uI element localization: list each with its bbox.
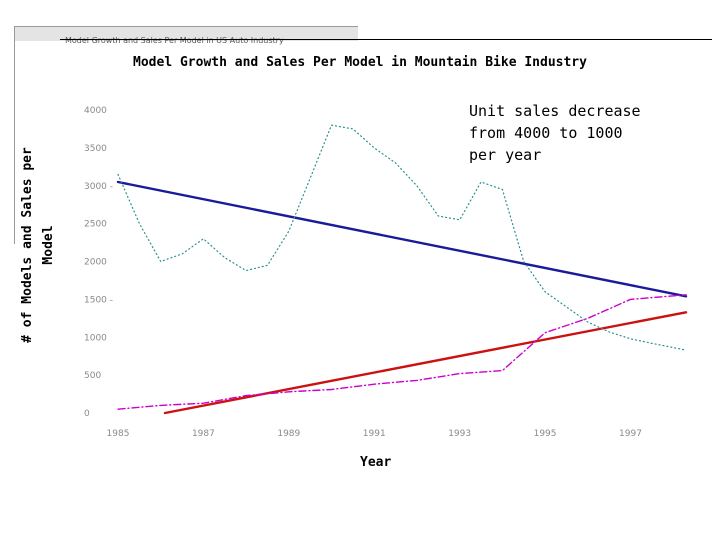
background-titlebar (15, 27, 358, 41)
annotation-line-3: per year (469, 146, 542, 164)
chart-title: Model Growth and Sales Per Model in Moun… (133, 55, 587, 70)
chart-top-rule (60, 39, 712, 40)
annotation-line-1: Unit sales decrease (469, 102, 641, 120)
y-tick-label: 2000 (84, 258, 107, 268)
background-chart-title: Model Growth and Sales Per Model in US A… (65, 36, 284, 45)
series-line-1 (116, 180, 688, 298)
series-line-4 (117, 294, 687, 410)
background-screenshot: Model Growth and Sales Per Model in US A… (14, 26, 358, 244)
x-tick-label: 1993 (448, 429, 471, 439)
series-line-3 (117, 124, 687, 351)
x-tick-label: 1987 (192, 429, 215, 439)
x-tick-label: 1989 (277, 429, 300, 439)
y-tick-label: 2500 (84, 220, 107, 230)
annotation: Unit sales decrease from 4000 to 1000 pe… (469, 100, 641, 166)
y-tick-label: 500 (84, 371, 101, 381)
y-tick-label: 3500 (84, 144, 107, 154)
y-tick-label: 1500 - (84, 295, 113, 305)
x-tick-label: 1997 (619, 429, 642, 439)
y-tick-label: 0 (84, 409, 90, 419)
y-tick-label: 1000 (84, 333, 107, 343)
x-axis-label: Year (360, 455, 392, 470)
x-tick-label: 1995 (534, 429, 557, 439)
series-line-2 (163, 311, 688, 415)
y-tick-label: 3000 - (84, 182, 113, 192)
y-tick-label: 4000 (84, 106, 107, 116)
annotation-line-2: from 4000 to 1000 (469, 124, 623, 142)
x-tick-label: 1985 (107, 429, 130, 439)
x-tick-label: 1991 (363, 429, 386, 439)
